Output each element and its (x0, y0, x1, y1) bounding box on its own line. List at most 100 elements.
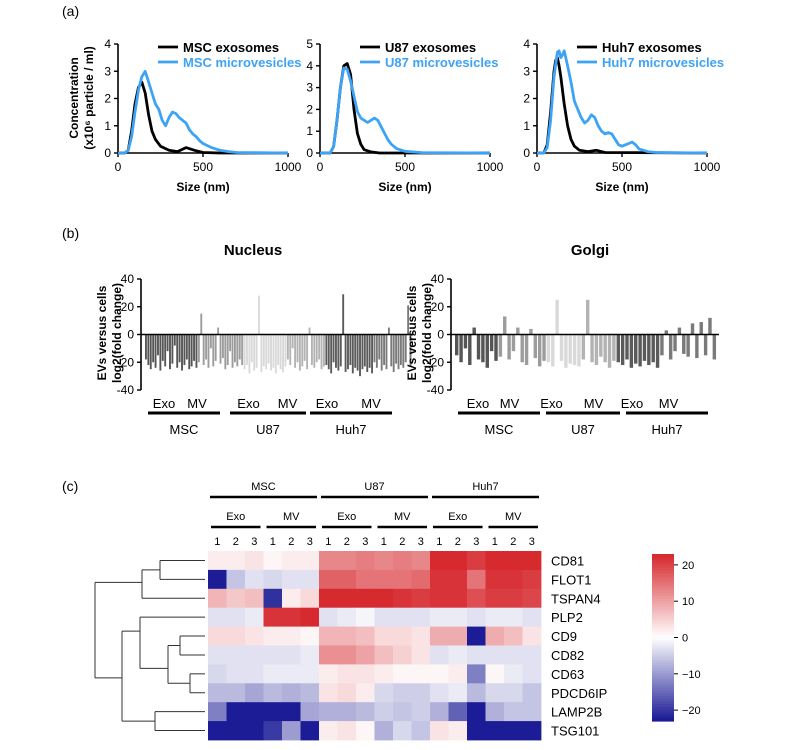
heatmap-cell (522, 626, 542, 646)
bar (564, 334, 568, 368)
heatmap-cell (467, 683, 486, 703)
y-tick-label: 2 (306, 102, 313, 116)
row-label: FLOT1 (551, 572, 591, 587)
bar (533, 334, 538, 359)
legend-label: U87 microvesicles (385, 55, 498, 70)
subgroup-label: Exo (153, 396, 175, 411)
bar (289, 334, 292, 366)
bar (459, 334, 463, 363)
heatmap-cell (430, 721, 449, 741)
bar (320, 334, 323, 370)
bar (190, 334, 193, 367)
y-tick-label: 0 (437, 328, 444, 342)
y-tick-label: 20 (431, 300, 445, 314)
bar (270, 334, 272, 371)
x-tick-label: 500 (612, 160, 632, 174)
colorbar-segment (652, 707, 674, 711)
heatmap-cell (245, 645, 264, 665)
heatmap-cell (226, 721, 246, 741)
heatmap-cell (356, 683, 375, 703)
bar (166, 334, 169, 352)
colorbar-segment (652, 590, 674, 594)
x-tick-label: 0 (115, 160, 122, 174)
colorbar-segment (652, 682, 674, 686)
colorbar-segment (652, 567, 674, 572)
bar (217, 327, 220, 335)
heatmap-cell (504, 645, 523, 665)
heatmap-cell (245, 702, 264, 722)
colorbar-tick-label: −20 (682, 705, 701, 717)
heatmap-cell (319, 645, 338, 665)
legend-label: Huh7 microvesicles (602, 55, 724, 70)
heatmap-cell (411, 721, 431, 741)
bar (642, 334, 647, 361)
colorbar-segment (652, 559, 674, 563)
bar (494, 334, 498, 361)
bar (298, 334, 301, 371)
bar (651, 334, 655, 363)
bar (378, 334, 381, 360)
colorbar-segment (652, 565, 674, 569)
heatmap-cell (522, 721, 542, 741)
bar (306, 334, 309, 370)
bar (224, 334, 227, 370)
bar (277, 334, 280, 366)
heatmap-cell (319, 588, 338, 609)
bar (634, 334, 638, 364)
bar (205, 334, 208, 360)
heatmap-cell (504, 551, 523, 571)
heatmap-cell (467, 721, 486, 741)
heatmap-cell (430, 626, 449, 646)
y-tick-label: 4 (306, 59, 313, 73)
heatmap-cell (300, 683, 320, 703)
heatmap-cell (485, 664, 505, 684)
heatmap-cell (245, 569, 264, 590)
bar (161, 334, 164, 361)
y-tick-label: 40 (121, 272, 135, 286)
y-axis-label-line1: Concentration (67, 57, 81, 138)
bar (368, 334, 371, 368)
heatmap-cell (504, 683, 523, 703)
heatmap-cell (485, 721, 505, 741)
bar (178, 334, 181, 363)
heatmap-cell (208, 588, 227, 609)
bar (708, 317, 712, 335)
legend-label: MSC exosomes (183, 40, 279, 55)
heatmap-cell (263, 721, 283, 741)
bar (183, 334, 186, 366)
heatmap-cell (430, 607, 449, 627)
y-tick-label: 5 (306, 37, 313, 51)
bar (284, 334, 287, 367)
y-tick-label: -40 (427, 383, 445, 397)
y-tick-label: 1 (306, 124, 313, 138)
row-label: TSPAN4 (551, 591, 601, 606)
heatmap-cell (226, 626, 246, 646)
heatmap-cell (263, 702, 283, 722)
heatmap-cell (467, 645, 486, 665)
heatmap-cell (448, 664, 468, 684)
heatmap-cell (522, 607, 542, 627)
heatmap-cell (411, 683, 431, 703)
bar (380, 334, 383, 371)
bar (390, 334, 393, 367)
subgroup-label: MV (278, 396, 298, 411)
subgroup-label: MV (659, 396, 679, 411)
heatmap-cell (282, 645, 301, 665)
bar (572, 334, 577, 366)
heatmap-cell (337, 683, 357, 703)
heatmap-cell (411, 551, 431, 571)
heatmap-cell (430, 588, 449, 609)
colorbar-segment (652, 718, 674, 722)
replicate-label: 3 (418, 536, 424, 548)
bar (404, 334, 407, 363)
heatmap-cell (467, 588, 486, 609)
colorbar-segment (652, 573, 674, 577)
colorbar-segment (652, 698, 674, 703)
colorbar-segment (652, 715, 674, 719)
subgroup-label: Exo (540, 396, 562, 411)
bar (375, 334, 378, 368)
group-label: U87 (571, 422, 595, 437)
colorbar-segment (652, 609, 674, 614)
bar (185, 334, 188, 360)
